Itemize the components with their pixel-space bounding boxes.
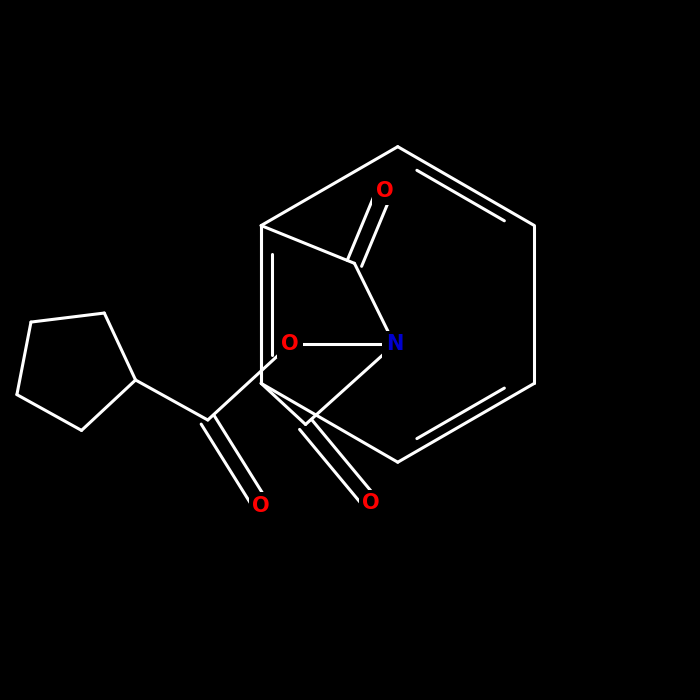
- Text: O: O: [363, 494, 380, 513]
- Text: O: O: [376, 181, 393, 201]
- Text: O: O: [281, 335, 299, 354]
- Text: N: N: [386, 335, 403, 354]
- Text: O: O: [252, 496, 270, 516]
